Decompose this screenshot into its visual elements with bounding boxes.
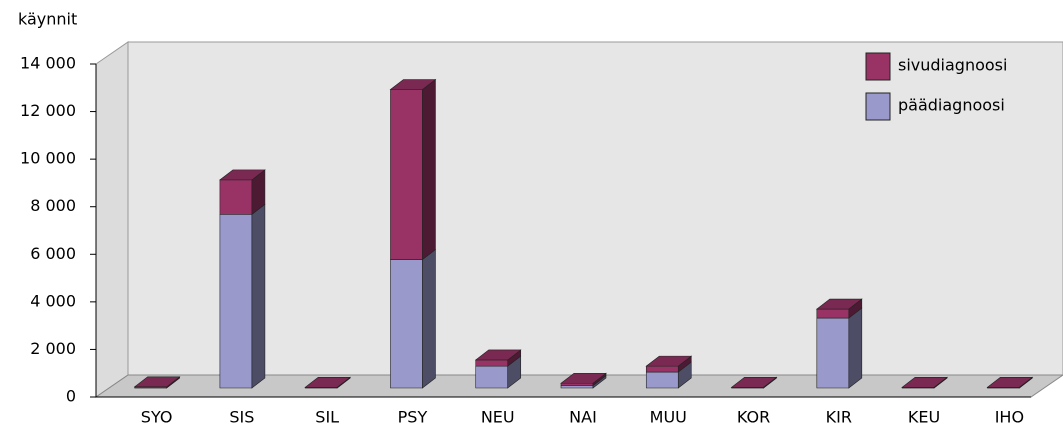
y-tick-label: 8 000 xyxy=(30,196,76,215)
bar-segment xyxy=(645,361,692,389)
bar-segment xyxy=(986,376,1034,389)
legend-swatch xyxy=(865,92,891,121)
bar-front xyxy=(390,89,423,260)
legend-swatch xyxy=(865,52,891,81)
bar-front xyxy=(219,179,253,215)
bar-top xyxy=(474,349,522,361)
bar-top xyxy=(304,376,352,388)
y-axis-label: käynnit xyxy=(18,10,77,29)
y-tick-label: 2 000 xyxy=(30,339,76,358)
x-tick-label: NAI xyxy=(569,408,597,427)
bar-front xyxy=(475,359,509,367)
bar-segment xyxy=(389,78,437,261)
bar-segment xyxy=(475,355,522,389)
legend-label: sivudiagnoosi xyxy=(898,56,1007,75)
x-tick-label: SIL xyxy=(315,408,339,427)
y-tick-label: 0 xyxy=(66,387,76,406)
x-tick-label: KIR xyxy=(826,408,852,427)
y-tick-label: 14 000 xyxy=(20,54,76,73)
bar-side xyxy=(422,248,436,389)
x-tick-label: NEU xyxy=(481,408,515,427)
bar-segment xyxy=(560,372,607,387)
bar-front xyxy=(390,259,423,389)
x-tick-label: PSY xyxy=(398,408,428,427)
bar-segment xyxy=(219,169,266,215)
bar-front xyxy=(560,385,594,389)
y-tick-label: 6 000 xyxy=(30,244,76,263)
bar-segment xyxy=(815,298,863,319)
bar-segment xyxy=(304,376,352,389)
bar-top xyxy=(815,298,863,310)
y-tick-label: 10 000 xyxy=(20,149,76,168)
bar-segment xyxy=(560,375,607,389)
bar-segment xyxy=(645,355,693,373)
x-tick-label: KEU xyxy=(908,408,940,427)
bar-segment xyxy=(133,376,181,389)
bar-top xyxy=(389,79,437,90)
bar-front xyxy=(816,317,850,389)
y-tick-label: 12 000 xyxy=(20,101,76,120)
y-tick-label: 4 000 xyxy=(30,291,76,310)
bar-segment xyxy=(390,248,436,389)
bar-front xyxy=(475,365,509,389)
bar-segment xyxy=(816,307,863,389)
legend-label: päädiagnoosi xyxy=(898,96,1005,115)
bar-side xyxy=(251,203,266,389)
x-tick-label: KOR xyxy=(737,408,770,427)
bar-side xyxy=(422,78,436,261)
bar-segment xyxy=(219,203,266,389)
back-wall xyxy=(127,41,1063,376)
bar-top xyxy=(219,169,266,181)
bar-segment xyxy=(474,349,522,367)
bar-front xyxy=(219,214,253,389)
bar-top xyxy=(560,372,607,384)
bar-side xyxy=(848,307,863,389)
side-wall xyxy=(95,41,129,398)
x-tick-label: SIS xyxy=(229,408,254,427)
bar-segment xyxy=(730,376,778,389)
bar-front xyxy=(816,308,850,319)
bar-front xyxy=(560,382,594,386)
bar-front xyxy=(645,371,679,389)
bar-segment xyxy=(901,376,948,389)
x-tick-label: SYO xyxy=(141,408,173,427)
bar-top xyxy=(986,376,1034,388)
bar-top xyxy=(133,376,181,388)
x-tick-label: MUU xyxy=(650,408,687,427)
bar-front xyxy=(645,365,679,373)
bar-top xyxy=(901,376,948,388)
bar-top xyxy=(730,376,778,388)
x-tick-label: IHO xyxy=(995,408,1024,427)
bar-top xyxy=(645,355,693,367)
